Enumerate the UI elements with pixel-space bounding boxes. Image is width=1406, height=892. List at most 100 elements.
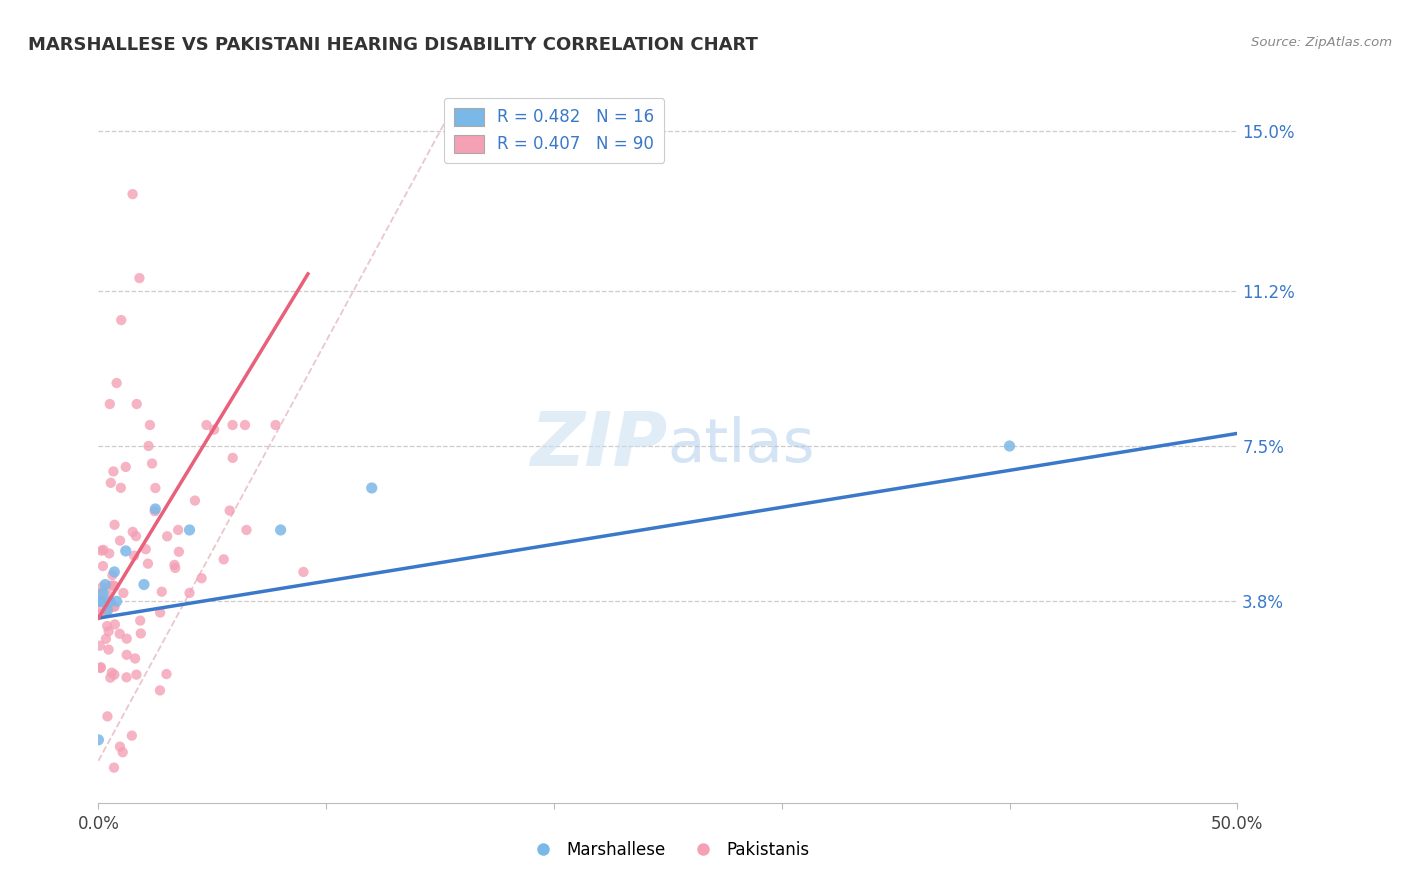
- Point: [179, 523, 201, 537]
- Point: [167, 523, 190, 537]
- Point: [103, 761, 125, 775]
- Point: [135, 542, 157, 557]
- Point: [103, 599, 125, 614]
- Point: [132, 577, 155, 591]
- Point: [105, 594, 128, 608]
- Point: [222, 450, 245, 465]
- Point: [108, 627, 131, 641]
- Point: [91, 607, 114, 621]
- Point: [100, 475, 122, 490]
- Point: [89, 601, 111, 615]
- Text: Source: ZipAtlas.com: Source: ZipAtlas.com: [1251, 36, 1392, 49]
- Point: [89, 587, 111, 601]
- Point: [110, 481, 132, 495]
- Point: [110, 313, 132, 327]
- Point: [218, 503, 240, 517]
- Point: [98, 546, 121, 560]
- Text: atlas: atlas: [668, 417, 815, 475]
- Legend: Marshallese, Pakistanis: Marshallese, Pakistanis: [520, 835, 815, 866]
- Text: MARSHALLESE VS PAKISTANI HEARING DISABILITY CORRELATION CHART: MARSHALLESE VS PAKISTANI HEARING DISABIL…: [28, 36, 758, 54]
- Point: [235, 523, 257, 537]
- Point: [98, 671, 121, 685]
- Point: [125, 529, 148, 543]
- Point: [98, 397, 121, 411]
- Point: [96, 603, 118, 617]
- Point: [103, 667, 125, 681]
- Point: [221, 417, 243, 432]
- Point: [165, 561, 187, 575]
- Point: [93, 595, 115, 609]
- Point: [264, 417, 287, 432]
- Point: [98, 594, 121, 608]
- Point: [233, 417, 256, 432]
- Point: [94, 632, 117, 646]
- Point: [360, 481, 382, 495]
- Point: [122, 549, 145, 563]
- Point: [91, 586, 114, 600]
- Point: [105, 376, 128, 390]
- Point: [103, 578, 125, 592]
- Point: [100, 578, 122, 592]
- Point: [156, 529, 179, 543]
- Point: [138, 439, 160, 453]
- Point: [97, 624, 120, 639]
- Point: [91, 559, 114, 574]
- Point: [114, 544, 136, 558]
- Point: [90, 594, 112, 608]
- Point: [103, 464, 125, 478]
- Point: [270, 523, 292, 537]
- Point: [90, 660, 112, 674]
- Point: [155, 667, 177, 681]
- Point: [167, 545, 190, 559]
- Point: [90, 543, 112, 558]
- Point: [96, 709, 118, 723]
- Point: [89, 639, 111, 653]
- Point: [103, 517, 125, 532]
- Point: [114, 460, 136, 475]
- Point: [87, 594, 110, 608]
- Point: [89, 661, 111, 675]
- Point: [179, 586, 201, 600]
- Point: [998, 439, 1021, 453]
- Point: [115, 632, 138, 646]
- Point: [97, 604, 120, 618]
- Point: [96, 619, 118, 633]
- Point: [121, 187, 143, 202]
- Point: [89, 607, 111, 621]
- Point: [190, 571, 212, 585]
- Point: [125, 397, 148, 411]
- Point: [111, 745, 134, 759]
- Point: [184, 493, 207, 508]
- Text: ZIP: ZIP: [530, 409, 668, 483]
- Point: [96, 603, 118, 617]
- Point: [97, 642, 120, 657]
- Point: [93, 542, 115, 557]
- Point: [112, 586, 135, 600]
- Point: [149, 606, 172, 620]
- Point: [101, 568, 124, 582]
- Point: [115, 670, 138, 684]
- Point: [145, 502, 167, 516]
- Point: [163, 558, 186, 572]
- Point: [103, 599, 125, 614]
- Point: [91, 580, 114, 594]
- Point: [100, 665, 122, 680]
- Point: [139, 417, 162, 432]
- Point: [129, 614, 152, 628]
- Point: [103, 579, 125, 593]
- Point: [125, 667, 148, 681]
- Point: [141, 457, 163, 471]
- Point: [149, 683, 172, 698]
- Point: [143, 504, 166, 518]
- Point: [108, 533, 131, 548]
- Point: [195, 417, 218, 432]
- Point: [104, 617, 127, 632]
- Point: [121, 524, 143, 539]
- Point: [145, 481, 167, 495]
- Point: [136, 557, 159, 571]
- Point: [94, 577, 117, 591]
- Point: [150, 584, 173, 599]
- Point: [115, 648, 138, 662]
- Point: [202, 423, 225, 437]
- Point: [87, 732, 110, 747]
